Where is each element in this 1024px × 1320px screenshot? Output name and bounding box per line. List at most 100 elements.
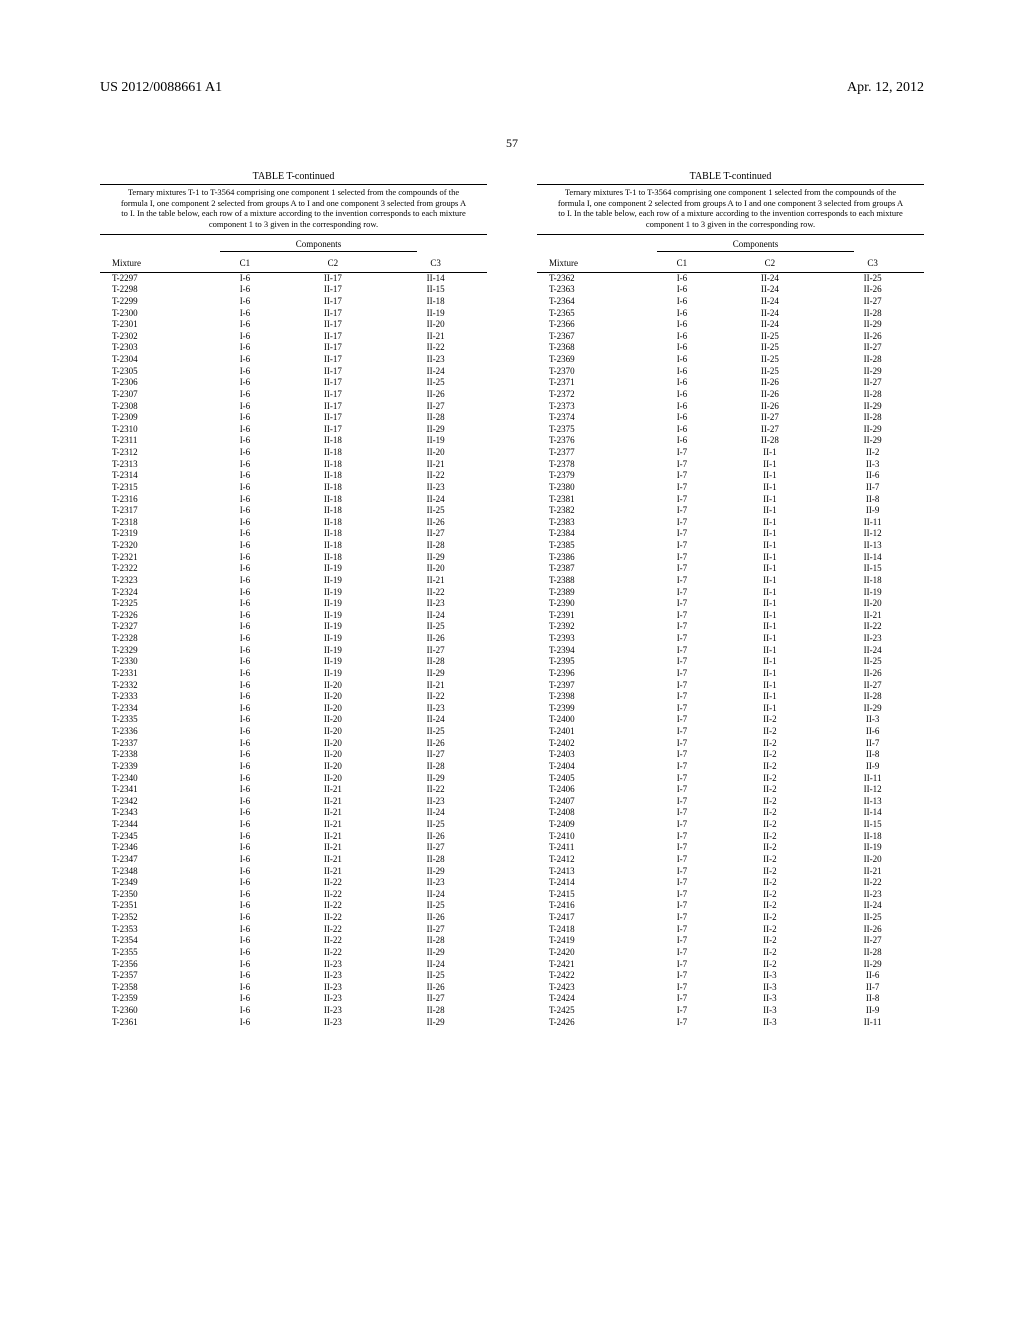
- cell-mixture: T-2366: [537, 319, 645, 331]
- cell-c3: II-2: [821, 447, 924, 459]
- cell-c1: I-7: [645, 819, 718, 831]
- cell-c3: II-6: [821, 470, 924, 482]
- cell-c3: II-27: [821, 342, 924, 354]
- table-row: T-2311I-6II-18II-19: [100, 435, 487, 447]
- cell-c1: I-6: [208, 354, 281, 366]
- cell-c3: II-28: [821, 307, 924, 319]
- table-row: T-2334I-6II-20II-23: [100, 703, 487, 715]
- cell-c1: I-6: [645, 296, 718, 308]
- cell-mixture: T-2415: [537, 889, 645, 901]
- cell-c1: I-7: [645, 935, 718, 947]
- cell-c1: I-7: [645, 517, 718, 529]
- table-row: T-2377I-7II-1II-2: [537, 447, 924, 459]
- cell-c2: II-23: [282, 1005, 385, 1017]
- cell-mixture: T-2425: [537, 1005, 645, 1017]
- table-row: T-2385I-7II-1II-13: [537, 540, 924, 552]
- cell-c2: II-18: [282, 552, 385, 564]
- table-row: T-2335I-6II-20II-24: [100, 714, 487, 726]
- cell-c3: II-23: [384, 598, 487, 610]
- left-column: TABLE T-continued Ternary mixtures T-1 t…: [100, 171, 487, 1028]
- cell-mixture: T-2369: [537, 354, 645, 366]
- cell-c1: I-7: [645, 691, 718, 703]
- cell-c3: II-7: [821, 982, 924, 994]
- cell-c2: II-24: [719, 319, 822, 331]
- table-row: T-2366I-6II-24II-29: [537, 319, 924, 331]
- cell-c1: I-6: [208, 993, 281, 1005]
- cell-c2: II-24: [719, 307, 822, 319]
- cell-c1: I-7: [645, 482, 718, 494]
- cell-c3: II-23: [384, 877, 487, 889]
- cell-mixture: T-2298: [100, 284, 208, 296]
- cell-mixture: T-2304: [100, 354, 208, 366]
- cell-c2: II-1: [719, 563, 822, 575]
- cell-c1: I-6: [645, 366, 718, 378]
- cell-c1: I-6: [208, 958, 281, 970]
- cell-mixture: T-2332: [100, 679, 208, 691]
- components-header: Components: [657, 239, 854, 252]
- cell-c2: II-1: [719, 668, 822, 680]
- cell-c1: I-6: [208, 563, 281, 575]
- cell-c3: II-28: [821, 947, 924, 959]
- cell-mixture: T-2346: [100, 842, 208, 854]
- table-row: T-2300I-6II-17II-19: [100, 307, 487, 319]
- table-row: T-2392I-7II-1II-22: [537, 621, 924, 633]
- table-row: T-2381I-7II-1II-8: [537, 493, 924, 505]
- cell-c2: II-22: [282, 924, 385, 936]
- cell-mixture: T-2341: [100, 784, 208, 796]
- cell-c3: II-20: [821, 598, 924, 610]
- cell-c2: II-21: [282, 854, 385, 866]
- cell-c2: II-26: [719, 377, 822, 389]
- right-column: TABLE T-continued Ternary mixtures T-1 t…: [537, 171, 924, 1028]
- cell-c3: II-26: [821, 668, 924, 680]
- table-title: TABLE T-continued: [100, 171, 487, 182]
- cell-c3: II-24: [821, 900, 924, 912]
- cell-mixture: T-2321: [100, 552, 208, 564]
- cell-mixture: T-2347: [100, 854, 208, 866]
- cell-mixture: T-2410: [537, 831, 645, 843]
- table-row: T-2411I-7II-2II-19: [537, 842, 924, 854]
- cell-mixture: T-2392: [537, 621, 645, 633]
- cell-mixture: T-2379: [537, 470, 645, 482]
- col-c3: C3: [821, 254, 924, 273]
- cell-c2: II-1: [719, 552, 822, 564]
- cell-c2: II-25: [719, 354, 822, 366]
- cell-c3: II-18: [384, 296, 487, 308]
- cell-c3: II-27: [821, 296, 924, 308]
- cell-mixture: T-2375: [537, 424, 645, 436]
- table-row: T-2316I-6II-18II-24: [100, 493, 487, 505]
- cell-c3: II-18: [821, 575, 924, 587]
- table-row: T-2350I-6II-22II-24: [100, 889, 487, 901]
- cell-c3: II-20: [821, 854, 924, 866]
- cell-c1: I-7: [645, 796, 718, 808]
- cell-c1: I-6: [645, 400, 718, 412]
- cell-c1: I-6: [208, 377, 281, 389]
- cell-c2: II-17: [282, 354, 385, 366]
- cell-c3: II-27: [384, 528, 487, 540]
- table-row: T-2329I-6II-19II-27: [100, 645, 487, 657]
- cell-mixture: T-2333: [100, 691, 208, 703]
- cell-c3: II-23: [821, 889, 924, 901]
- cell-c2: II-1: [719, 528, 822, 540]
- cell-c3: II-22: [384, 691, 487, 703]
- cell-mixture: T-2335: [100, 714, 208, 726]
- cell-mixture: T-2353: [100, 924, 208, 936]
- cell-c1: I-6: [208, 575, 281, 587]
- cell-c2: II-17: [282, 424, 385, 436]
- table-row: T-2398I-7II-1II-28: [537, 691, 924, 703]
- table-row: T-2361I-6II-23II-29: [100, 1017, 487, 1029]
- table-row: T-2394I-7II-1II-24: [537, 645, 924, 657]
- cell-mixture: T-2367: [537, 331, 645, 343]
- cell-c2: II-18: [282, 493, 385, 505]
- cell-c2: II-2: [719, 796, 822, 808]
- cell-mixture: T-2416: [537, 900, 645, 912]
- cell-c3: II-6: [821, 726, 924, 738]
- table-row: T-2388I-7II-1II-18: [537, 575, 924, 587]
- cell-mixture: T-2316: [100, 493, 208, 505]
- table-row: T-2303I-6II-17II-22: [100, 342, 487, 354]
- cell-c3: II-27: [821, 377, 924, 389]
- cell-c1: I-6: [208, 947, 281, 959]
- cell-mixture: T-2396: [537, 668, 645, 680]
- cell-mixture: T-2400: [537, 714, 645, 726]
- cell-c1: I-6: [208, 865, 281, 877]
- col-mixture: Mixture: [537, 254, 645, 273]
